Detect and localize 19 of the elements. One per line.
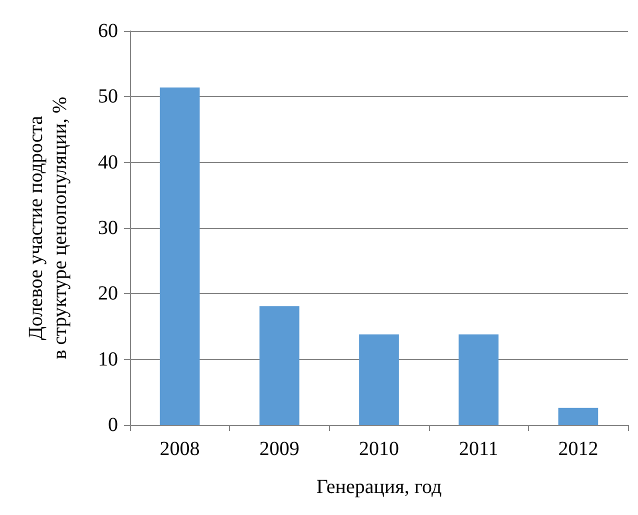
- bar: [458, 334, 499, 425]
- y-tick-label: 50: [98, 86, 118, 108]
- y-tick-label: 30: [98, 217, 118, 239]
- x-tick-label: 2012: [558, 438, 598, 460]
- bar: [259, 306, 300, 425]
- y-tick-label: 20: [98, 282, 118, 305]
- x-tick-label: 2010: [359, 438, 399, 460]
- y-axis-title: Долевое участие подроста в структуре ценопопуляции, %: [25, 96, 71, 360]
- y-tick-label: 10: [98, 348, 118, 370]
- bar: [359, 334, 399, 425]
- y-tick-label: 0: [108, 414, 118, 436]
- x-tick-label: 2011: [458, 438, 498, 460]
- x-tick-label: 2008: [160, 438, 200, 460]
- y-tick-label: 60: [98, 20, 118, 42]
- bar: [558, 408, 598, 425]
- x-axis-title: Генерация, год: [316, 476, 442, 498]
- bar: [160, 87, 200, 425]
- x-tick-label: 2009: [259, 438, 300, 460]
- y-tick-label: 40: [98, 151, 118, 174]
